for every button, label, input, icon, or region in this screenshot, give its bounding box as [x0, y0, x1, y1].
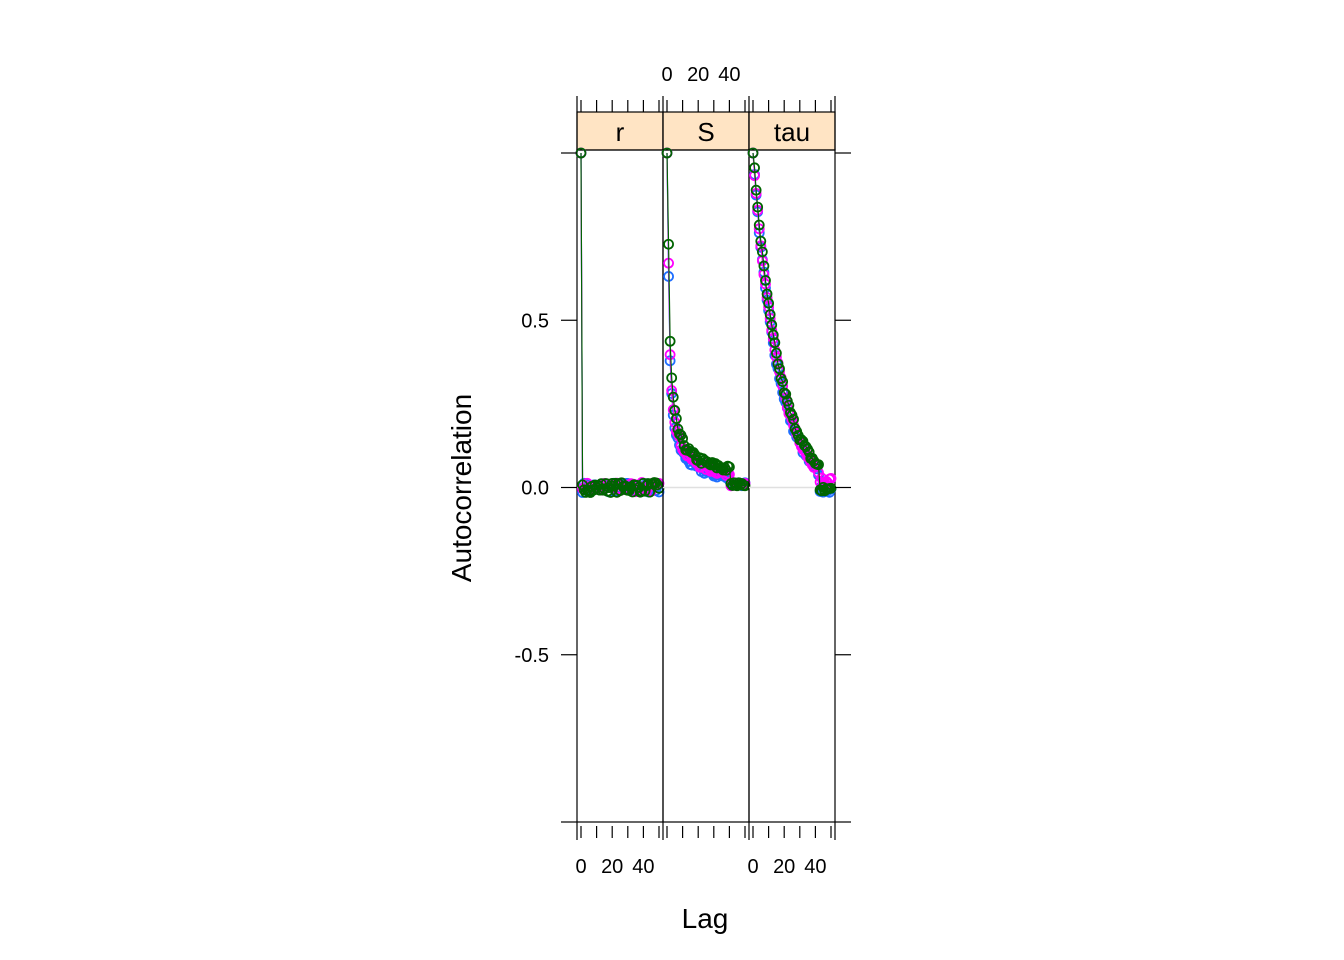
point-tau-3-8	[760, 275, 771, 286]
point-S-3-7	[672, 423, 684, 435]
point-S-3-2	[664, 335, 676, 347]
point-S-3-6	[670, 413, 682, 424]
point-S-3-3	[666, 372, 678, 384]
point-tau-3-5	[755, 235, 767, 247]
point-S-2-3	[666, 385, 678, 396]
point-tau-3-2	[750, 184, 762, 196]
x-tick-label-r-40: 40	[632, 856, 654, 878]
point-tau-3-13	[767, 329, 779, 341]
x-tick-label-tau-0: 0	[747, 856, 758, 878]
point-tau-3-7	[758, 260, 770, 272]
x-tick-label-S-0: 0	[661, 64, 672, 86]
x-tick-label-tau-40: 40	[804, 856, 826, 878]
point-tau-3-3	[752, 201, 764, 213]
point-S-3-4	[667, 391, 679, 403]
series-line-r-1	[580, 152, 660, 494]
point-tau-3-0	[747, 147, 759, 159]
y-axis-title: Autocorrelation	[446, 394, 477, 582]
point-tau-3-10	[763, 297, 774, 309]
y-tick-label-0.5: 0.5	[521, 310, 549, 332]
point-tau-3-21	[780, 388, 792, 400]
point-S-3-10	[677, 433, 688, 444]
strip-r	[576, 111, 664, 151]
series-line-tau-3	[752, 152, 832, 492]
point-S-3-40	[724, 461, 735, 473]
point-S-3-0	[661, 147, 673, 159]
strip-label-r: r	[616, 117, 625, 147]
point-tau-3-14	[769, 337, 781, 349]
point-tau-3-36	[803, 446, 815, 458]
point-tau-3-15	[771, 347, 782, 359]
point-S-3-26	[702, 456, 713, 468]
y-tick-label-0.0: 0.0	[521, 478, 549, 500]
point-r-3-12	[594, 484, 606, 496]
series-line-r-2	[580, 152, 660, 494]
point-S-3-1	[663, 238, 674, 250]
point-tau-3-11	[764, 309, 776, 320]
point-tau-3-19	[777, 376, 789, 388]
y-tick-label--0.5: -0.5	[515, 645, 549, 667]
series-line-r-3	[580, 152, 660, 495]
point-tau-3-16	[772, 358, 784, 370]
panels-layer: r 0 20 40 S 0 20 40 tau 0 20 40 -0.5 0.0 0.5	[515, 64, 851, 878]
x-tick-label-S-40: 40	[718, 64, 740, 86]
point-tau-3-12	[766, 319, 778, 331]
point-tau-3-6	[756, 246, 768, 258]
x-tick-label-r-20: 20	[601, 856, 623, 878]
x-tick-label-tau-20: 20	[773, 856, 795, 878]
point-tau-3-17	[774, 363, 785, 375]
point-tau-3-42	[813, 459, 824, 471]
x-axis-title: Lag	[682, 903, 729, 934]
series-line-tau-1	[752, 152, 832, 494]
point-tau-3-23	[783, 399, 795, 411]
point-tau-3-4	[753, 219, 765, 231]
point-tau-3-1	[749, 162, 760, 174]
strip-label-tau: tau	[774, 117, 810, 147]
point-tau-3-50	[825, 482, 837, 494]
x-tick-label-S-20: 20	[687, 64, 709, 86]
x-tick-label-r-0: 0	[575, 856, 586, 878]
point-r-3-48	[650, 477, 662, 489]
strip-label-S: S	[697, 117, 714, 147]
